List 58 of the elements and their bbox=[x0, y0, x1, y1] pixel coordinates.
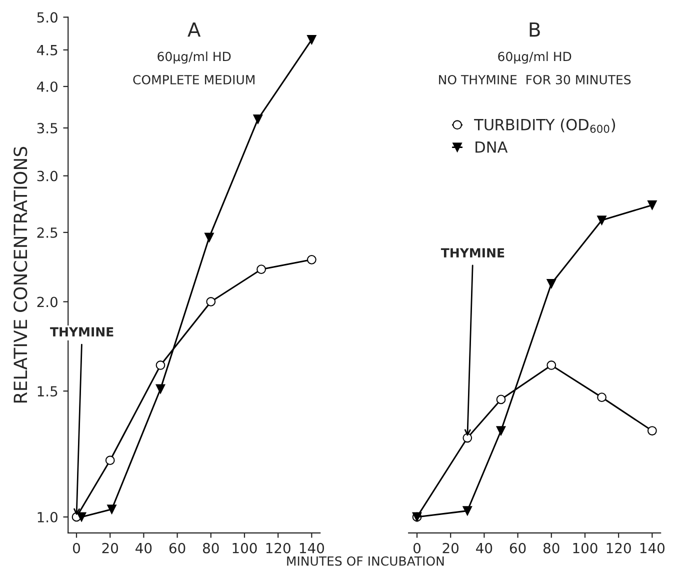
x-tick-label: 80 bbox=[202, 542, 219, 554]
point bbox=[647, 426, 657, 436]
point bbox=[546, 360, 556, 370]
y-tick-label: 1.5 bbox=[38, 386, 58, 397]
x-tick-label: 100 bbox=[232, 542, 257, 554]
point bbox=[105, 456, 115, 466]
y-tick-label: 2.0 bbox=[37, 296, 58, 308]
point bbox=[597, 216, 606, 225]
text: 60μg/ml HD bbox=[158, 52, 231, 64]
y-tick-label: 4.0 bbox=[36, 81, 58, 92]
y-axis-title: RELATIVE CONCENTRATIONS bbox=[14, 146, 28, 402]
annotation: THYMINE bbox=[50, 327, 114, 336]
point bbox=[253, 114, 263, 124]
x-tick-label: 120 bbox=[606, 542, 631, 554]
point bbox=[597, 392, 606, 402]
point bbox=[256, 264, 266, 274]
y-tick-label: 4.5 bbox=[36, 45, 58, 56]
y-tick-label: 1.0 bbox=[38, 512, 58, 522]
x-tick-label: 100 bbox=[573, 542, 598, 554]
x-tick-label: 0 bbox=[72, 542, 80, 554]
x-tick-label: 140 bbox=[300, 542, 324, 554]
y-tick-label: 3.0 bbox=[37, 170, 58, 182]
x-tick-label: 80 bbox=[543, 542, 560, 554]
y-tick-label: 5.0 bbox=[37, 12, 58, 23]
point bbox=[306, 254, 316, 264]
point bbox=[546, 278, 556, 288]
annotation: THYMINE bbox=[440, 248, 504, 258]
x-axis-title: MINUTES OF INCUBATION bbox=[287, 556, 444, 566]
annotation: COMPLETE MEDIUM bbox=[133, 74, 254, 84]
point bbox=[306, 35, 316, 44]
point bbox=[76, 512, 86, 522]
x-tick-label: 140 bbox=[640, 542, 665, 554]
point bbox=[107, 504, 116, 514]
point bbox=[462, 433, 472, 443]
chart-title: A bbox=[188, 22, 201, 37]
point bbox=[496, 394, 506, 404]
point bbox=[204, 232, 214, 242]
x-tick-label: 60 bbox=[169, 542, 186, 554]
x-tick-label: 0 bbox=[413, 542, 420, 554]
chart-title: B bbox=[530, 22, 540, 37]
point bbox=[647, 200, 657, 210]
x-tick-label: 120 bbox=[266, 542, 290, 554]
point bbox=[206, 297, 216, 306]
legend-label: DNA bbox=[476, 142, 508, 153]
x-tick-label: 40 bbox=[136, 542, 152, 554]
text: 60μg/ml HD bbox=[498, 52, 572, 64]
annotation: NO THYMINE FOR 30 MINUTES bbox=[439, 74, 631, 84]
x-tick-label: 60 bbox=[510, 542, 526, 554]
y-tick-label: 2.5 bbox=[37, 227, 58, 238]
point bbox=[462, 506, 472, 516]
y-tick-label: 3.5 bbox=[37, 122, 58, 134]
legend-label: TURBIDITY (OD$_{600}$) bbox=[474, 118, 616, 133]
x-tick-label: 20 bbox=[442, 542, 459, 554]
point bbox=[156, 384, 166, 394]
x-tick-label: 40 bbox=[476, 542, 492, 554]
point bbox=[496, 426, 506, 436]
point bbox=[156, 360, 166, 370]
x-tick-label: 20 bbox=[102, 542, 118, 554]
